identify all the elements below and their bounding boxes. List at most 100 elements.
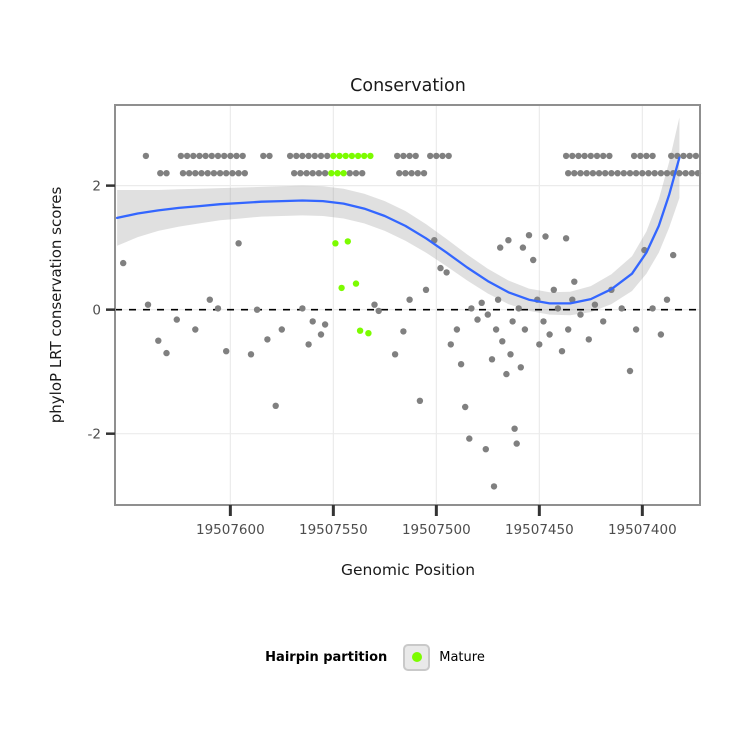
data-point-other — [478, 299, 485, 306]
data-point-other — [402, 170, 409, 177]
y-axis-label: phyloP LRT conservation scores — [47, 187, 65, 424]
data-point-other — [468, 305, 475, 312]
data-point-other — [144, 301, 152, 308]
data-point-other — [309, 318, 316, 325]
data-point-other — [626, 170, 634, 177]
data-point-other — [632, 326, 640, 333]
data-point-other — [412, 152, 419, 160]
y-tick-label: 0 — [92, 302, 101, 318]
plot-title: Conservation — [350, 76, 466, 96]
data-point-other — [668, 152, 675, 160]
data-point-other — [474, 316, 481, 323]
data-point-other — [291, 170, 298, 177]
data-point-other — [562, 152, 570, 160]
data-point-other — [414, 170, 421, 177]
data-point-other — [663, 170, 671, 177]
data-point-other — [443, 269, 450, 276]
data-point-other — [513, 440, 520, 447]
data-point-other — [210, 170, 218, 177]
data-point-other — [591, 301, 599, 308]
data-point-other — [569, 152, 576, 160]
data-point-other — [427, 152, 434, 160]
data-point-other — [569, 296, 576, 303]
data-point-other — [221, 152, 228, 160]
data-point-mature — [338, 284, 345, 292]
data-point-other — [204, 170, 211, 177]
data-point-other — [497, 244, 504, 251]
data-point-other — [142, 152, 150, 160]
data-point-other — [309, 170, 316, 177]
data-point-other — [173, 316, 180, 323]
data-point-other — [521, 326, 529, 333]
data-point-other — [324, 152, 331, 160]
data-point-other — [447, 341, 454, 348]
data-point-other — [637, 152, 644, 160]
x-tick-label: 19507400 — [608, 522, 677, 538]
data-point-other — [420, 170, 428, 177]
data-point-other — [321, 321, 329, 328]
data-point-other — [517, 364, 524, 371]
data-point-other — [321, 170, 329, 177]
data-point-other — [223, 170, 230, 177]
data-point-other — [565, 170, 572, 177]
data-point-other — [457, 361, 465, 368]
data-point-other — [639, 170, 646, 177]
data-point-other — [589, 170, 597, 177]
data-point-other — [462, 403, 469, 411]
data-point-other — [645, 170, 652, 177]
data-point-other — [375, 307, 382, 315]
data-point-other — [488, 356, 496, 363]
data-point-other — [299, 305, 306, 312]
legend-label-mature: Mature — [439, 649, 485, 665]
data-point-other — [649, 305, 656, 312]
data-point-other — [682, 170, 689, 177]
data-point-other — [229, 170, 236, 177]
data-point-other — [299, 152, 306, 160]
data-point-other — [482, 446, 489, 453]
data-point-other — [550, 286, 557, 293]
data-point-other — [186, 170, 193, 177]
data-point-other — [317, 152, 325, 160]
data-point-other — [614, 170, 621, 177]
data-point-other — [223, 348, 230, 355]
data-point-other — [618, 305, 625, 312]
data-point-other — [317, 331, 325, 338]
smooth-line — [115, 156, 681, 305]
data-point-other — [192, 326, 199, 333]
data-point-other — [511, 425, 518, 432]
data-point-other — [466, 435, 473, 442]
data-point-other — [558, 348, 566, 355]
data-point-other — [484, 311, 491, 318]
data-point-mature — [352, 280, 360, 287]
data-point-other — [157, 170, 164, 177]
data-point-mature — [340, 170, 347, 177]
data-point-other — [663, 296, 671, 303]
data-point-other — [499, 338, 506, 345]
data-point-other — [190, 152, 197, 160]
data-point-other — [422, 286, 430, 293]
data-point-other — [239, 152, 246, 160]
data-point-other — [406, 152, 413, 160]
data-point-other — [233, 152, 240, 160]
data-point-other — [492, 326, 500, 333]
data-point-other — [692, 152, 700, 160]
data-point-other — [235, 170, 242, 177]
data-point-other — [264, 336, 271, 343]
data-point-other — [626, 367, 634, 375]
data-point-other — [657, 170, 665, 177]
data-point-other — [490, 483, 498, 490]
data-point-other — [437, 264, 444, 272]
data-point-mature — [367, 152, 374, 160]
data-point-other — [602, 170, 609, 177]
data-point-other — [606, 152, 613, 160]
data-point-other — [396, 170, 403, 177]
data-point-other — [577, 311, 584, 318]
data-point-other — [155, 337, 162, 344]
data-point-other — [453, 326, 461, 333]
data-point-other — [235, 240, 242, 247]
data-point-other — [562, 235, 570, 242]
x-tick-label: 19507550 — [299, 522, 368, 538]
data-point-other — [303, 170, 310, 177]
data-point-other — [530, 256, 537, 264]
data-point-other — [346, 170, 353, 177]
